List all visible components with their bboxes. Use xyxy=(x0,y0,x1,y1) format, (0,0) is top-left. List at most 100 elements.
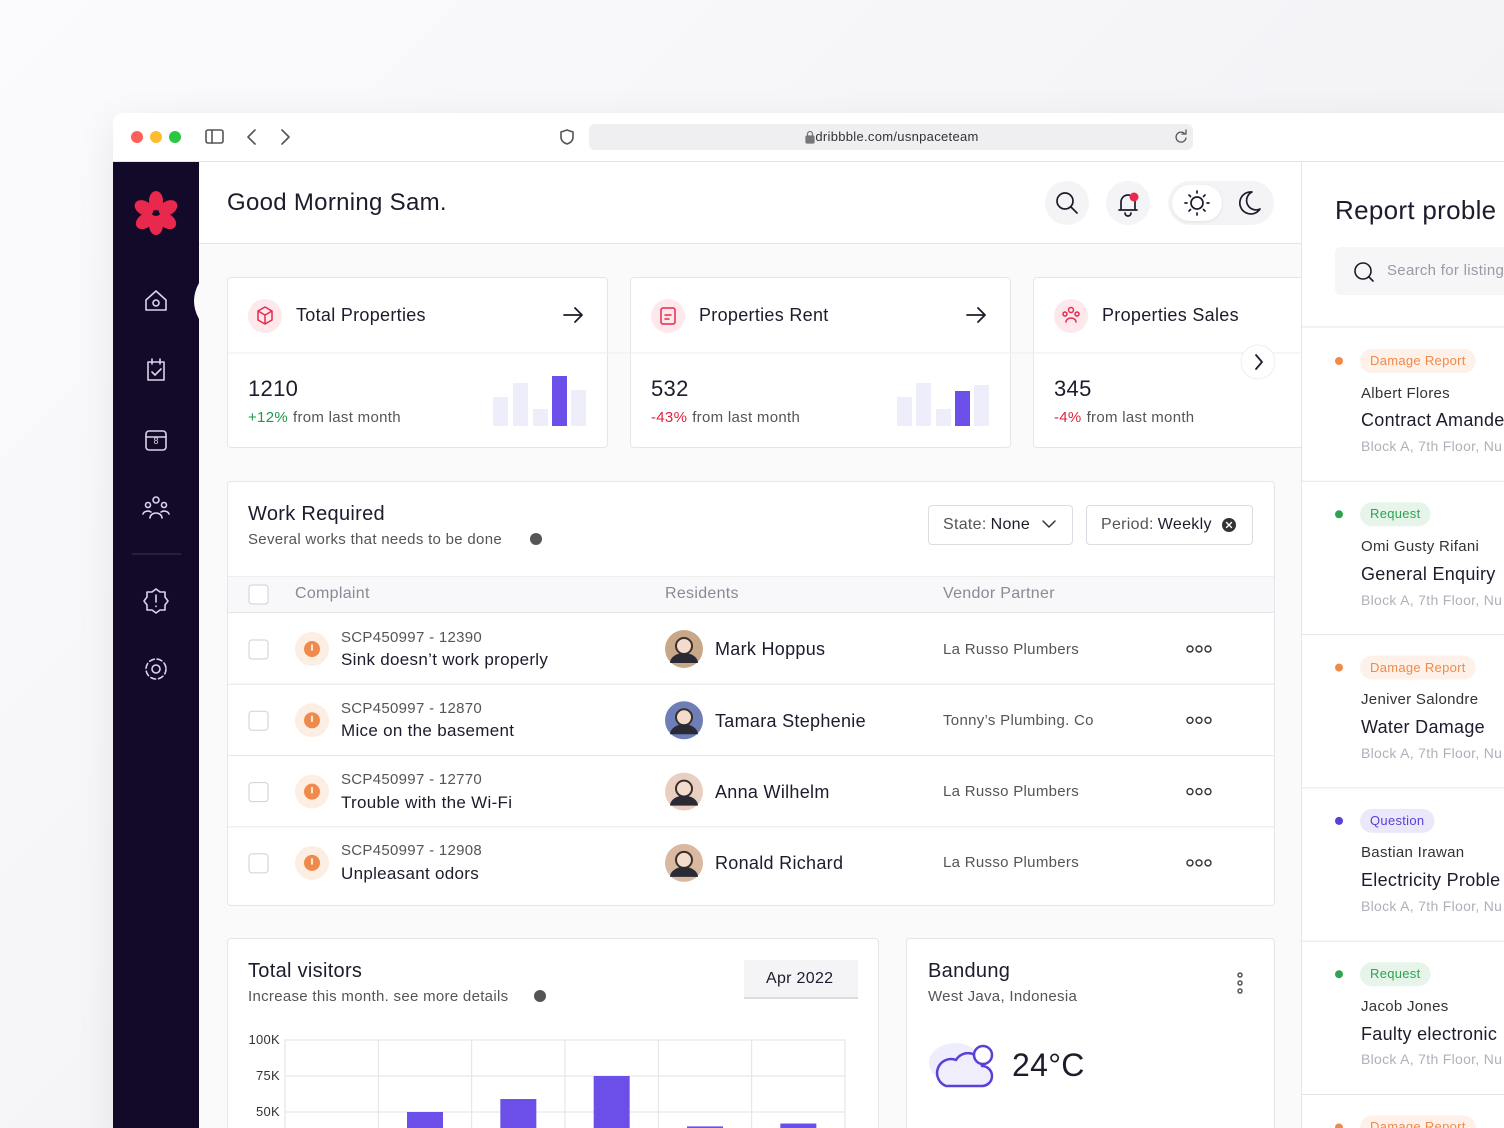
url-bar[interactable] xyxy=(589,124,1193,150)
report-name: Bastian Irawan xyxy=(1361,844,1465,862)
report-dot xyxy=(1335,1123,1343,1128)
report-panel xyxy=(1301,162,1504,1128)
browser-controls[interactable] xyxy=(205,129,1187,145)
report-title: Report proble xyxy=(1335,194,1497,225)
stat-value: 1210 xyxy=(248,375,299,401)
minimize-dot[interactable] xyxy=(150,131,162,143)
filter-label: State: xyxy=(943,515,987,533)
row-menu-dot[interactable] xyxy=(1204,859,1212,867)
row-menu-dot[interactable] xyxy=(1204,787,1212,796)
logo[interactable] xyxy=(132,191,180,235)
zoom-dot[interactable] xyxy=(169,131,181,143)
weather-card xyxy=(906,938,1275,1128)
avatar-body xyxy=(670,724,698,735)
complaint-id: SCP450997 - 12870 xyxy=(341,699,483,717)
row-menu-dot[interactable] xyxy=(1195,645,1203,653)
chevron xyxy=(1255,354,1263,370)
sidebar xyxy=(113,162,199,1128)
avatar-body xyxy=(670,795,698,806)
row-menu-dot[interactable] xyxy=(1204,716,1212,724)
sidebar-nav[interactable] xyxy=(142,290,170,680)
complaint-title: Sink doesn’t work properly xyxy=(341,650,549,670)
resident-name: Anna Wilhelm xyxy=(715,782,830,802)
row-checkbox[interactable] xyxy=(248,639,269,660)
report-subject: Water Damage xyxy=(1361,717,1485,737)
stat-value: 345 xyxy=(1054,375,1092,401)
stat-note: from last month xyxy=(692,408,801,426)
report-address: Block A, 7th Floor, Nu xyxy=(1361,591,1503,608)
report-tag: Damage Report xyxy=(1370,659,1466,675)
visitors-title: Total visitors xyxy=(248,960,363,982)
complaint-id: SCP450997 - 12908 xyxy=(341,842,483,860)
complaint-title: Unpleasant odors xyxy=(341,864,480,883)
row-menu-dot[interactable] xyxy=(1195,787,1203,796)
search-button[interactable] xyxy=(1045,181,1089,225)
column-header: Vendor Partner xyxy=(943,584,1055,602)
dropdown-chevron xyxy=(1042,520,1056,528)
row-menu-dot[interactable] xyxy=(1186,859,1194,867)
stat-icons xyxy=(248,299,1088,333)
report-name: Albert Flores xyxy=(1361,384,1450,402)
filter-value: None xyxy=(990,515,1031,533)
row-menu-dot[interactable] xyxy=(1204,645,1212,653)
report-address: Block A, 7th Floor, Nu xyxy=(1361,1051,1503,1068)
report-address: Block A, 7th Floor, Nu xyxy=(1361,438,1503,455)
report-tag-bg xyxy=(1360,502,1431,527)
report-dot xyxy=(1335,663,1343,672)
stat-change: -43% xyxy=(651,408,688,426)
report-dot xyxy=(1335,970,1343,979)
lock-icon xyxy=(805,130,815,144)
row-checkbox[interactable] xyxy=(248,853,269,874)
clear-x xyxy=(1225,521,1233,529)
row-menu-dot[interactable] xyxy=(1195,859,1203,867)
report-name: Omi Gusty Rifani xyxy=(1361,537,1480,555)
row-menu-dot[interactable] xyxy=(1186,716,1194,724)
report-search[interactable] xyxy=(1335,247,1504,295)
period-label: Apr 2022 xyxy=(766,969,834,987)
report-tag-bg xyxy=(1360,962,1431,987)
column-header: Complaint xyxy=(295,584,370,602)
weather-city: Bandung xyxy=(928,960,1011,982)
filter-value: Weekly xyxy=(1157,515,1212,533)
vendor-name: Tonny’s Plumbing. Co xyxy=(943,711,1094,729)
filter-period[interactable] xyxy=(1086,505,1253,545)
row-menu-dot[interactable] xyxy=(1186,787,1194,796)
stat-arrows[interactable] xyxy=(563,307,986,323)
notification-badge xyxy=(1129,192,1139,202)
weather-menu[interactable] xyxy=(1237,972,1243,994)
period-select[interactable] xyxy=(744,960,858,999)
row-menu-dot[interactable] xyxy=(1195,716,1203,724)
complaint-id: SCP450997 - 12390 xyxy=(341,628,483,646)
row-checkbox[interactable] xyxy=(248,782,269,803)
report-subject: Faulty electronic xyxy=(1361,1023,1498,1044)
notification-button[interactable] xyxy=(1106,181,1150,225)
stat-note: from last month xyxy=(1086,408,1195,426)
report-subject: Contract Amande xyxy=(1361,410,1504,431)
row-checkbox[interactable] xyxy=(248,710,269,731)
carousel-next[interactable] xyxy=(1240,344,1276,380)
complaint-id: SCP450997 - 12770 xyxy=(341,771,483,789)
select-all[interactable] xyxy=(248,584,269,605)
report-dot xyxy=(1335,816,1343,825)
avatar-head xyxy=(675,850,693,869)
work-card xyxy=(227,481,1275,906)
filter-state[interactable] xyxy=(928,505,1073,545)
greeting: Good Morning Sam. xyxy=(227,189,447,217)
y-tick-label: 100K xyxy=(248,1031,280,1047)
avatar-head xyxy=(675,708,693,727)
bar xyxy=(593,1076,630,1128)
report-tag: Request xyxy=(1370,506,1421,522)
report-search-placeholder: Search for listing xyxy=(1387,261,1504,279)
complaint-title: Mice on the basement xyxy=(341,721,515,741)
avatar-head xyxy=(675,779,693,798)
report-address: Block A, 7th Floor, Nu xyxy=(1361,744,1503,761)
row-menu-dot[interactable] xyxy=(1186,645,1194,653)
close-dot[interactable] xyxy=(131,131,143,143)
report-tag-bg xyxy=(1360,655,1476,680)
vendor-name: La Russo Plumbers xyxy=(943,854,1079,872)
report-address: Block A, 7th Floor, Nu xyxy=(1361,898,1503,915)
report-dot xyxy=(1335,510,1343,519)
column-header: Residents xyxy=(665,584,739,602)
